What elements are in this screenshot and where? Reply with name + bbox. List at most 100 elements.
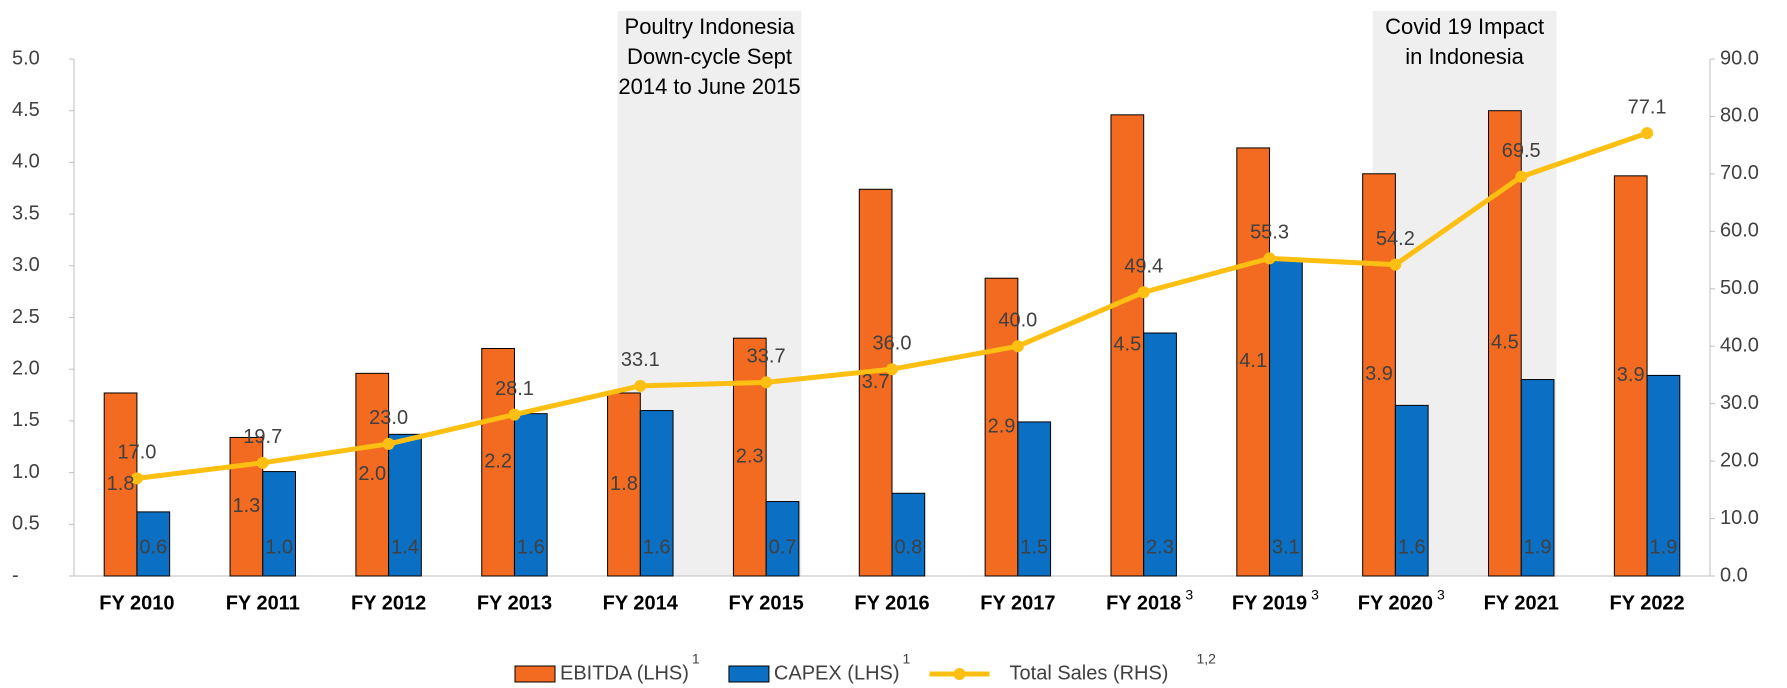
data-label: 4.5 — [1113, 334, 1141, 356]
x-tick-label: FY 2020 — [1358, 592, 1433, 614]
y-tick-label: 3.5 — [12, 202, 40, 224]
data-label: 77.1 — [1628, 96, 1667, 118]
bar — [858, 188, 893, 577]
data-label: 0.8 — [894, 536, 922, 558]
data-label: 1.0 — [265, 536, 293, 558]
x-tick-note: 3 — [1437, 587, 1445, 603]
annotation: 2014 to June 2015 — [618, 74, 800, 99]
x-tick-note: 3 — [1185, 587, 1193, 603]
y-tick-label: 3.0 — [12, 254, 40, 276]
y2-tick-label: 90.0 — [1720, 47, 1759, 69]
legend-note: 1,2 — [1196, 651, 1216, 667]
y-tick-label: 4.5 — [12, 99, 40, 121]
data-label: 3.9 — [1365, 363, 1393, 385]
data-label: 0.6 — [139, 536, 167, 558]
y-tick-label: 1.0 — [12, 461, 40, 483]
x-tick-label: FY 2021 — [1484, 592, 1559, 614]
data-label: 2.0 — [358, 463, 386, 485]
data-label: 33.7 — [747, 346, 786, 368]
x-tick-label: FY 2010 — [99, 592, 174, 614]
data-label: 1.6 — [1398, 536, 1426, 558]
legend-swatch — [514, 665, 556, 683]
y-tick-label: 1.5 — [12, 409, 40, 431]
data-label: 28.1 — [495, 378, 534, 400]
annotation: Down-cycle Sept — [627, 44, 792, 69]
line-point — [256, 456, 269, 469]
x-tick-label: FY 2015 — [729, 592, 804, 614]
data-label: 1.5 — [1020, 536, 1048, 558]
y-tick-label: 0.5 — [12, 513, 40, 535]
legend-label: CAPEX (LHS) — [774, 662, 900, 684]
y2-tick-label: 50.0 — [1720, 277, 1759, 299]
x-tick-note: 3 — [1311, 587, 1319, 603]
y2-tick-label: 40.0 — [1720, 335, 1759, 357]
annotation: in Indonesia — [1405, 44, 1524, 69]
bar — [607, 392, 641, 577]
bar — [355, 372, 390, 577]
x-tick-label: FY 2012 — [351, 592, 426, 614]
legend-note: 1 — [692, 651, 700, 667]
data-label: 1.8 — [610, 473, 638, 495]
data-label: 4.5 — [1491, 332, 1519, 354]
bar — [984, 277, 1019, 577]
data-label: 1.9 — [1524, 536, 1552, 558]
data-label: 3.1 — [1272, 536, 1300, 558]
y2-tick-label: 0.0 — [1720, 564, 1748, 586]
y2-tick-label: 80.0 — [1720, 105, 1759, 127]
data-label: 3.9 — [1617, 364, 1645, 386]
line-point — [1263, 252, 1276, 265]
data-label: 1.6 — [643, 536, 671, 558]
x-tick-label: FY 2018 — [1106, 592, 1181, 614]
bar — [103, 392, 138, 577]
bar — [136, 511, 171, 577]
x-tick-label: FY 2013 — [477, 592, 552, 614]
data-label: 1.6 — [517, 536, 545, 558]
bar — [513, 413, 548, 577]
x-tick-label: FY 2014 — [603, 592, 679, 614]
bar — [1017, 421, 1052, 577]
data-label: 40.0 — [998, 310, 1037, 332]
y2-tick-label: 30.0 — [1720, 392, 1759, 414]
y-tick-label: 4.0 — [12, 151, 40, 173]
bar — [481, 348, 515, 577]
bar — [1613, 175, 1648, 577]
y2-tick-label: 70.0 — [1720, 162, 1759, 184]
bar — [1143, 332, 1177, 577]
annotation: Covid 19 Impact — [1385, 14, 1544, 39]
data-label: 2.3 — [1146, 536, 1174, 558]
bar — [732, 337, 767, 577]
bar — [1520, 379, 1555, 577]
line-point — [1641, 127, 1654, 140]
bar — [1394, 404, 1429, 577]
x-tick-label: FY 2017 — [980, 592, 1055, 614]
y-tick-label: 2.0 — [12, 357, 40, 379]
x-tick-label: FY 2019 — [1232, 592, 1307, 614]
y2-tick-label: 10.0 — [1720, 507, 1759, 529]
bar — [262, 471, 296, 577]
line-point — [508, 408, 521, 421]
line-point — [886, 363, 898, 376]
data-label: 1.9 — [1650, 536, 1678, 558]
data-label: 54.2 — [1376, 228, 1415, 250]
legend-note: 1 — [903, 651, 911, 667]
data-label: 55.3 — [1250, 222, 1289, 244]
data-label: 19.7 — [243, 426, 282, 448]
data-label: 3.7 — [862, 371, 890, 393]
x-tick-label: FY 2011 — [226, 592, 300, 614]
bar — [1362, 173, 1396, 577]
data-label: 1.8 — [107, 473, 135, 495]
data-label: 2.9 — [988, 415, 1016, 437]
line-point — [760, 376, 773, 389]
x-tick-label: FY 2022 — [1609, 592, 1684, 614]
legend-swatch — [953, 668, 966, 680]
y-tick-label: 5.0 — [12, 47, 40, 69]
data-label: 0.7 — [769, 536, 797, 558]
bar — [765, 501, 800, 577]
annotation: Poultry Indonesia — [625, 14, 796, 39]
line-point — [1137, 286, 1150, 299]
data-label: 49.4 — [1124, 256, 1163, 278]
data-label: 23.0 — [369, 407, 408, 429]
x-tick-label: FY 2016 — [854, 592, 929, 614]
y-tick-label: - — [12, 564, 19, 586]
